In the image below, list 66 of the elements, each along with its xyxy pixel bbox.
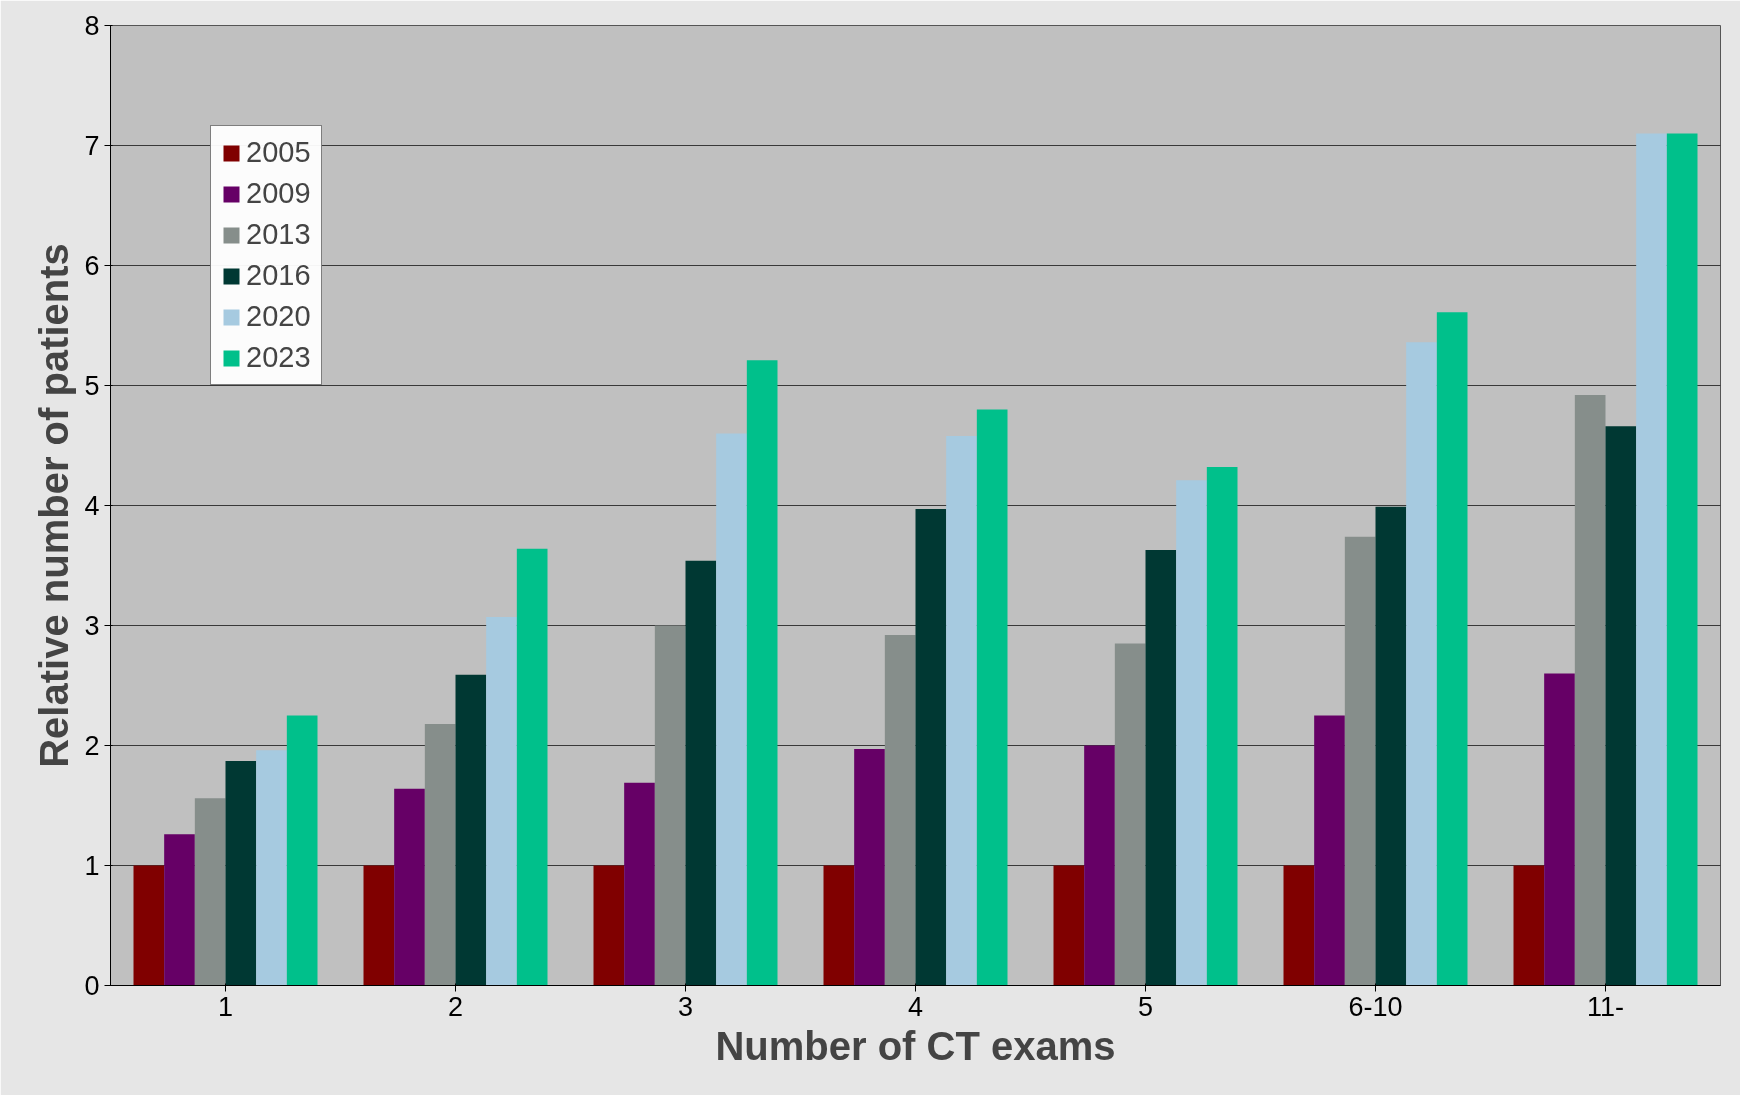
bar (854, 749, 885, 986)
bar (1176, 480, 1207, 986)
bar (1513, 865, 1545, 986)
bar (1436, 312, 1468, 986)
bar (746, 360, 778, 986)
bar (1344, 536, 1376, 986)
bar (486, 617, 517, 986)
y-tick-label: 1 (84, 851, 100, 881)
bar (516, 548, 548, 986)
bar (823, 865, 855, 986)
bar (624, 782, 655, 986)
x-tick-label: 5 (1137, 991, 1154, 1022)
bar (1053, 865, 1085, 986)
x-tick-label: 6-10 (1348, 991, 1403, 1022)
bar (654, 625, 686, 986)
y-tick-label: 5 (84, 371, 100, 401)
y-tick-label: 2 (84, 731, 100, 761)
bar (1574, 395, 1606, 986)
bar (424, 723, 456, 986)
x-axis-title: Number of CT exams (715, 1023, 1116, 1068)
bar (1145, 549, 1177, 986)
bar (915, 509, 947, 986)
bar (1283, 865, 1315, 986)
legend-label: 2016 (246, 259, 311, 292)
bar (1636, 133, 1667, 986)
y-tick-label: 0 (84, 971, 100, 1001)
bar (1084, 745, 1115, 986)
bar (1605, 426, 1637, 986)
bar (394, 788, 425, 986)
bar (1114, 643, 1146, 986)
bar (946, 435, 977, 986)
bar (363, 865, 395, 986)
bar (1544, 673, 1575, 986)
y-tick-label: 8 (84, 11, 100, 41)
legend-label: 2023 (246, 341, 311, 374)
y-tick-label: 7 (84, 131, 100, 161)
x-tick-label: 1 (217, 991, 234, 1022)
bar (225, 761, 257, 986)
y-tick-label: 6 (84, 251, 100, 281)
bar (976, 409, 1008, 986)
x-tick-label: 2 (447, 991, 464, 1022)
bar (1406, 342, 1437, 986)
bar (716, 433, 747, 986)
bar (133, 865, 165, 986)
legend-label: 2005 (246, 136, 311, 169)
x-tick-label: 4 (907, 991, 924, 1022)
y-axis-title: Relative number of patients (32, 243, 77, 768)
x-tick-label: 3 (677, 991, 694, 1022)
bar (194, 798, 226, 986)
bar (685, 560, 717, 986)
bar (164, 834, 195, 986)
bar (1314, 715, 1345, 986)
bar (1375, 506, 1407, 986)
legend-label: 2009 (246, 177, 311, 210)
bar (884, 635, 916, 986)
bar (286, 715, 318, 986)
legend-label: 2020 (246, 300, 311, 333)
bar (256, 750, 287, 986)
legend-label: 2013 (246, 218, 311, 251)
bar (593, 865, 625, 986)
y-tick-label: 3 (84, 611, 100, 641)
y-tick-label: 4 (84, 491, 100, 521)
x-tick-label: 11- (1586, 991, 1625, 1022)
bar (1666, 133, 1698, 986)
bar (1206, 467, 1238, 986)
bar (455, 674, 487, 986)
